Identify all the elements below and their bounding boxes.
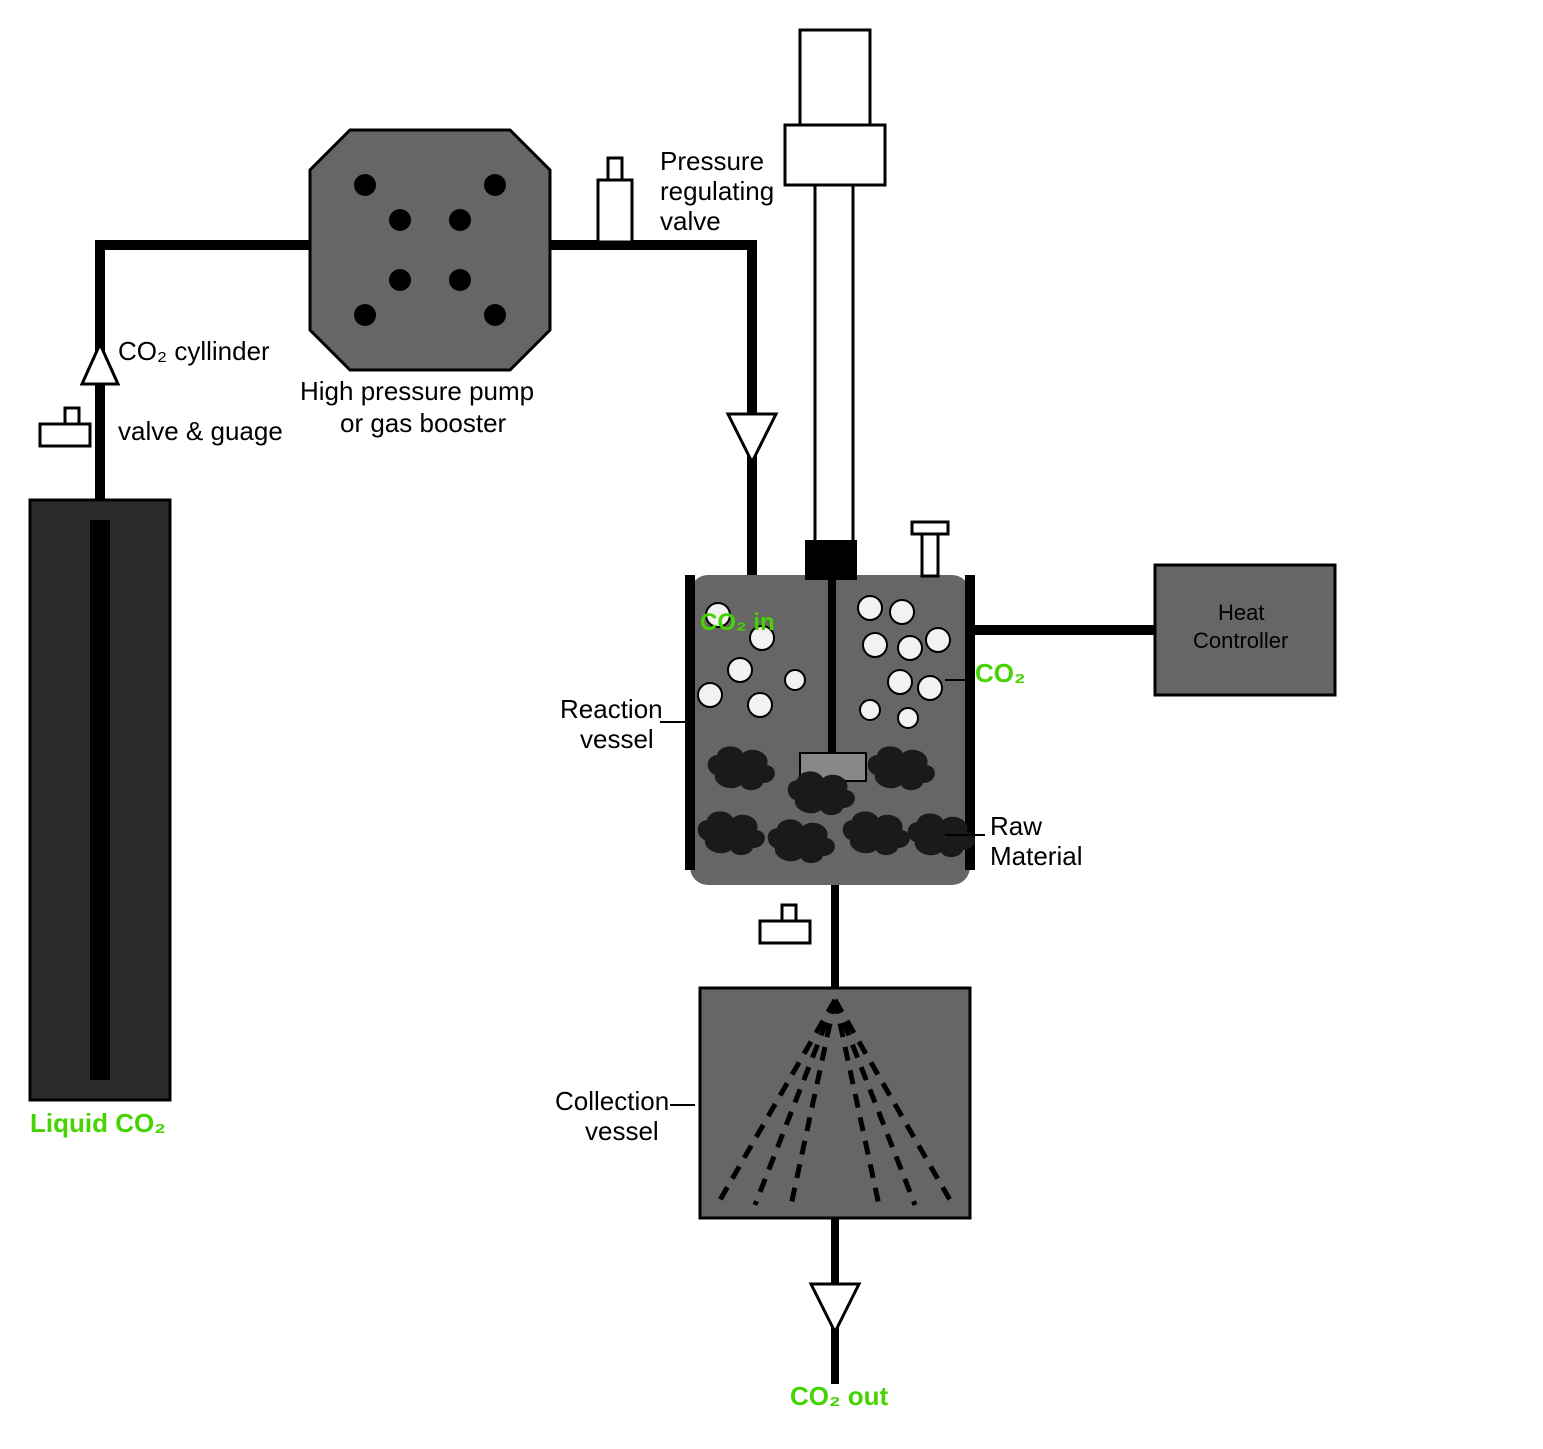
reaction-vessel: [660, 522, 985, 885]
label-heat-l1: Heat: [1218, 600, 1264, 625]
cylinder-valve-gauge: [40, 408, 90, 446]
label-co2-cylinder: CO₂ cyllinder: [118, 336, 270, 366]
label-prv-l2: regulating: [660, 176, 774, 206]
label-liquid-co2: Liquid CO₂: [30, 1108, 166, 1138]
label-valve-gauge: valve & guage: [118, 416, 283, 446]
label-raw-l1: Raw: [990, 811, 1042, 841]
label-co2-in: CO₂ in: [700, 609, 775, 636]
label-co2: CO₂: [975, 658, 1026, 688]
label-collection-l2: vessel: [585, 1116, 659, 1146]
label-pump-l2: or gas booster: [340, 408, 507, 438]
label-pump-l1: High pressure pump: [300, 376, 534, 406]
pressure-regulating-valve: [598, 158, 632, 242]
label-raw-l2: Material: [990, 841, 1082, 871]
label-reaction-l1: Reaction: [560, 694, 663, 724]
label-collection-l1: Collection: [555, 1086, 669, 1116]
under-vessel-valve: [760, 905, 810, 943]
process-diagram: CO₂ cyllinder valve & guage High pressur…: [0, 0, 1543, 1449]
high-pressure-pump: [310, 130, 550, 370]
flow-arrow-into-vessel: [728, 414, 776, 462]
label-co2-out: CO₂ out: [790, 1381, 889, 1411]
label-prv-l3: valve: [660, 206, 721, 236]
labels: CO₂ cyllinder valve & guage High pressur…: [30, 146, 1288, 1411]
agitator-assembly: [785, 30, 885, 540]
co2-cylinder: [30, 500, 170, 1100]
label-heat-l2: Controller: [1193, 628, 1288, 653]
label-reaction-l2: vessel: [580, 724, 654, 754]
label-prv-l1: Pressure: [660, 146, 764, 176]
collection-vessel: [670, 988, 970, 1218]
flow-arrow-out: [811, 1284, 859, 1332]
flow-arrow-cylinder: [82, 344, 118, 384]
